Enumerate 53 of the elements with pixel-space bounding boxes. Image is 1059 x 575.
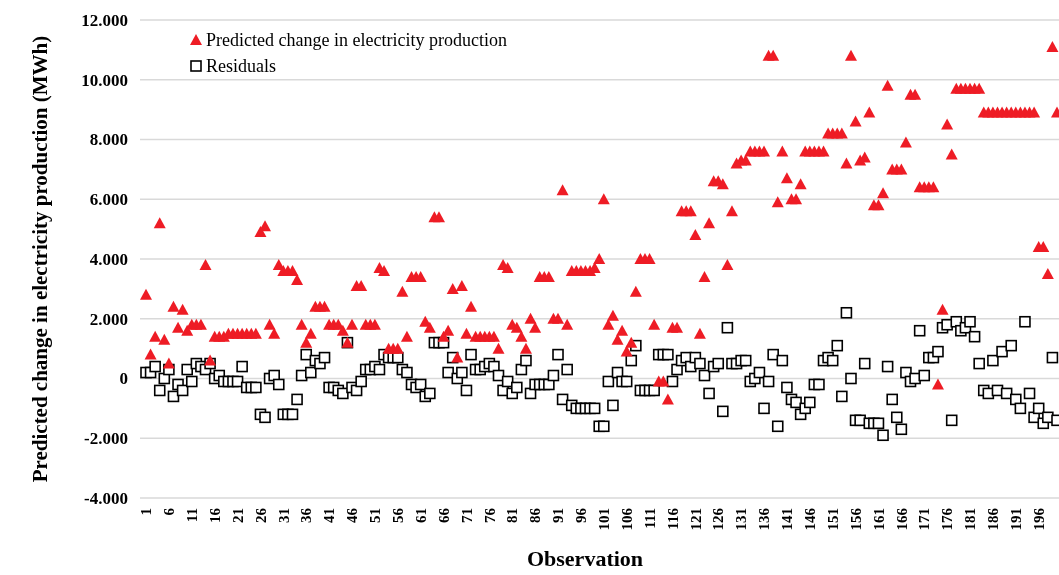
x-tick-label: 171: [916, 508, 933, 531]
y-tick-label: -2.000: [84, 429, 128, 449]
x-tick-label: 66: [435, 507, 452, 523]
x-tick-label: 141: [779, 508, 796, 531]
x-tick-label: 176: [939, 507, 956, 531]
x-tick-label: 101: [596, 508, 613, 531]
x-tick-label: 111: [641, 508, 658, 529]
x-tick-label: 191: [1008, 508, 1025, 531]
x-tick-label: 1: [138, 508, 155, 516]
x-tick-label: 16: [206, 507, 223, 523]
x-tick-label: 126: [710, 507, 727, 531]
x-tick-label: 81: [504, 508, 521, 523]
x-tick-label: 46: [344, 507, 361, 523]
x-tick-label: 131: [733, 508, 750, 531]
x-tick-label: 41: [321, 508, 338, 523]
x-tick-label: 36: [298, 507, 315, 523]
y-tick-label: 12.000: [81, 10, 128, 30]
x-tick-label: 106: [618, 507, 635, 531]
y-tick-label: 0: [119, 369, 128, 389]
x-tick-label: 11: [184, 508, 201, 523]
x-tick-label: 161: [870, 508, 887, 531]
x-tick-label: 136: [756, 507, 773, 531]
x-tick-label: 121: [687, 508, 704, 531]
x-tick-label: 116: [664, 507, 681, 530]
x-axis-title: Observation: [526, 546, 644, 571]
y-tick-label: 8.000: [89, 130, 128, 150]
x-tick-label: 71: [458, 508, 475, 523]
x-tick-label: 31: [275, 508, 292, 523]
y-tick-label: 6.000: [89, 190, 128, 210]
x-tick-label: 61: [412, 508, 429, 523]
x-tick-label: 6: [161, 507, 178, 516]
x-tick-label: 86: [527, 507, 544, 523]
y-tick-label: -4.000: [84, 488, 128, 508]
x-tick-label: 181: [962, 508, 979, 531]
y-tick-label: 2.000: [89, 309, 128, 329]
x-tick-label: 146: [802, 507, 819, 531]
x-tick-label: 76: [481, 507, 498, 523]
y-tick-label: 10.000: [81, 70, 128, 90]
x-tick-label: 26: [252, 507, 269, 523]
x-tick-label: 151: [824, 508, 841, 531]
x-tick-label: 196: [1030, 507, 1047, 531]
y-axis-title: Predicted change in electricity production (MWh): [27, 34, 53, 485]
x-tick-label: 186: [985, 507, 1002, 531]
legend-label: Predicted change in electricity production: [206, 30, 507, 51]
x-tick-label: 21: [229, 508, 246, 523]
legend-label: Residuals: [206, 56, 276, 77]
x-tick-label: 91: [550, 508, 567, 523]
x-tick-label: 51: [367, 508, 384, 523]
x-tick-label: 156: [847, 507, 864, 531]
x-tick-label: 56: [390, 507, 407, 523]
y-tick-label: 4.000: [89, 249, 128, 269]
x-tick-label: 166: [893, 507, 910, 531]
x-tick-label: 96: [573, 507, 590, 523]
